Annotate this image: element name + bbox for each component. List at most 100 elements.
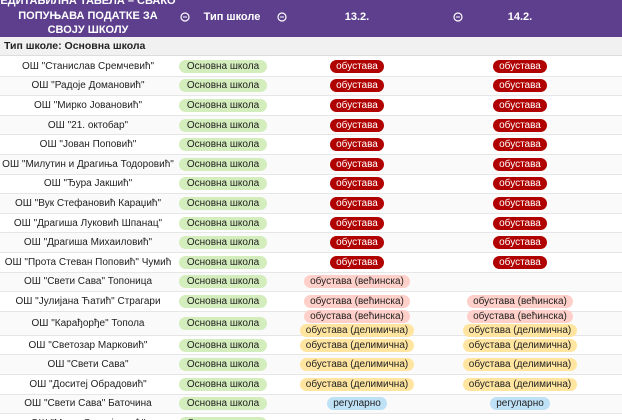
status-pill: обустава (493, 177, 547, 191)
status-pill: обустава (330, 98, 384, 112)
type-pill: Основна школа (178, 138, 268, 152)
status-pill: обустава (493, 216, 547, 230)
status-cell: обустава (297, 135, 417, 154)
table-row: ОШ "Свети Сава" Основна школа обустава (де… (0, 355, 622, 375)
status-cell: обустава (460, 253, 580, 272)
school-name: ОШ "Светозар Марковић" (28, 339, 148, 351)
school-name: ОШ "Станислав Сремчевић" (21, 60, 155, 72)
status-cell: регуларно (297, 395, 417, 414)
status-cell: обустава (већинска) обустава (делимична) (297, 309, 417, 337)
status-cell: обустава (460, 77, 580, 96)
table-row: ОШ "Прота Стеван Поповић" Чумић Основна ш… (0, 253, 622, 273)
table-row: ОШ "Мома Станојловић"Основна школа (0, 414, 622, 420)
group-row: Тип школе: Основна школа (0, 37, 622, 56)
status-cell: обустава (297, 116, 417, 135)
school-name: ОШ "Радоје Домановић" (31, 80, 145, 92)
status-pill: обустава (делимична) (462, 338, 578, 352)
type-cell: Основна школа (176, 214, 270, 233)
table-row: ОШ "21. октобар" Основна школа обустава обу… (0, 115, 622, 136)
school-name: ОШ "Вук Стефановић Караџић" (14, 197, 162, 209)
type-pill: Основна школа (178, 157, 268, 171)
type-pill: Основна школа (178, 196, 268, 210)
type-cell: Основна школа (176, 175, 270, 194)
filter-icon[interactable] (277, 12, 287, 22)
status-cell: обустава (делимична) (297, 375, 417, 394)
status-cell: обустава (297, 57, 417, 76)
header-title: ЕДИТАБИЛНА ТАБЕЛА – СВАКО ПОПУЊАВА ПОДАТ… (0, 0, 176, 36)
type-pill: Основна школа (178, 59, 268, 73)
filter-icon[interactable] (453, 12, 463, 22)
status-pill: обустава (330, 236, 384, 250)
table-row: ОШ "Свети Сава" Топоница Основна школа обу… (0, 272, 622, 293)
status-pill: обустава (330, 196, 384, 210)
status-cell: обустава (297, 214, 417, 233)
status-pill: обустава (330, 79, 384, 93)
status-pill: обустава (делимична) (462, 323, 578, 337)
school-name: ОШ "Милутин и Драгиња Тодоровић" (2, 158, 174, 170)
status-pill: обустава (330, 216, 384, 230)
type-cell: Основна школа (176, 96, 270, 115)
type-pill: Основна школа (178, 177, 268, 191)
school-name: ОШ "Драгиша Михаиловић" (23, 237, 153, 249)
status-cell: обустава (460, 135, 580, 154)
status-cell: обустава (делимична) (297, 336, 417, 355)
status-cell: обустава (већинска) (297, 292, 417, 311)
type-cell: Основна школа (176, 57, 270, 76)
table-row: ОШ "Драгиша Михаиловић" Основна школа обус… (0, 233, 622, 253)
status-cell: обустава (460, 155, 580, 174)
table-row: ОШ "Станислав Сремчевић" Основна школа обу… (0, 57, 622, 77)
status-pill: обустава (330, 157, 384, 171)
table-row: ОШ "Свети Сава" Баточина Основна школа рег… (0, 394, 622, 415)
status-pill: обустава (330, 177, 384, 191)
column-header: 14.2. (507, 11, 533, 23)
type-cell: Основна школа (176, 155, 270, 174)
type-pill: Основна школа (178, 338, 268, 352)
school-name: ОШ "Драгиша Луковић Шпанац" (13, 217, 163, 229)
school-name: ОШ "Ђура Јакшић" (43, 178, 133, 190)
table-row: ОШ "Карађорђе" Топола Основна школа обуста… (0, 309, 622, 337)
type-pill: Основна школа (178, 216, 268, 230)
header: ЕДИТАБИЛНА ТАБЕЛА – СВАКО ПОПУЊАВА ПОДАТ… (0, 0, 622, 37)
type-cell: Основна школа (176, 233, 270, 252)
table-row: ОШ "Мирко Јовановић" Основна школа обустав… (0, 96, 622, 116)
status-cell: обустава (297, 194, 417, 213)
status-pill: обустава (493, 138, 547, 152)
status-pill: регуларно (490, 397, 550, 411)
status-cell: обустава (делимична) (297, 355, 417, 374)
column-header: 13.2. (344, 11, 370, 23)
type-cell: Основна школа (176, 292, 270, 311)
status-pill: обустава (330, 138, 384, 152)
status-cell: обустава (460, 194, 580, 213)
status-cell: обустава (460, 233, 580, 252)
status-cell: обустава (460, 175, 580, 194)
status-cell (297, 414, 417, 420)
school-name: ОШ "Јован Поповић" (39, 139, 137, 151)
status-pill: обустава (већинска) (304, 275, 410, 289)
type-cell: Основна школа (176, 336, 270, 355)
status-pill: обустава (већинска) (467, 294, 573, 308)
filter-icon[interactable] (180, 12, 190, 22)
status-pill: обустава (делимична) (299, 323, 415, 337)
type-cell: Основна школа (176, 135, 270, 154)
status-cell: обустава (297, 155, 417, 174)
status-pill: обустава (493, 118, 547, 132)
status-cell: обустава (460, 57, 580, 76)
school-name: ОШ "Свети Сава" (47, 359, 129, 371)
status-pill: обустава (330, 118, 384, 132)
status-pill: обустава (493, 79, 547, 93)
status-cell: обустава (већинска) (460, 292, 580, 311)
status-cell: обустава (делимична) (460, 355, 580, 374)
status-pill: обустава (већинска) (304, 309, 410, 323)
table-row: ОШ "Драгиша Луковић Шпанац" Основна школа… (0, 214, 622, 234)
school-name: ОШ "Доситеј Обрадовић" (29, 378, 147, 390)
type-cell: Основна школа (176, 375, 270, 394)
status-cell: обустава (297, 253, 417, 272)
table-row: ОШ "Ђура Јакшић" Основна школа обустава обу… (0, 175, 622, 195)
type-pill: Основна школа (178, 416, 268, 420)
type-cell: Основна школа (176, 77, 270, 96)
school-name: ОШ "Карађорђе" Топола (31, 317, 145, 329)
status-cell: обустава (460, 116, 580, 135)
status-cell (460, 414, 580, 420)
status-cell: обустава (297, 77, 417, 96)
